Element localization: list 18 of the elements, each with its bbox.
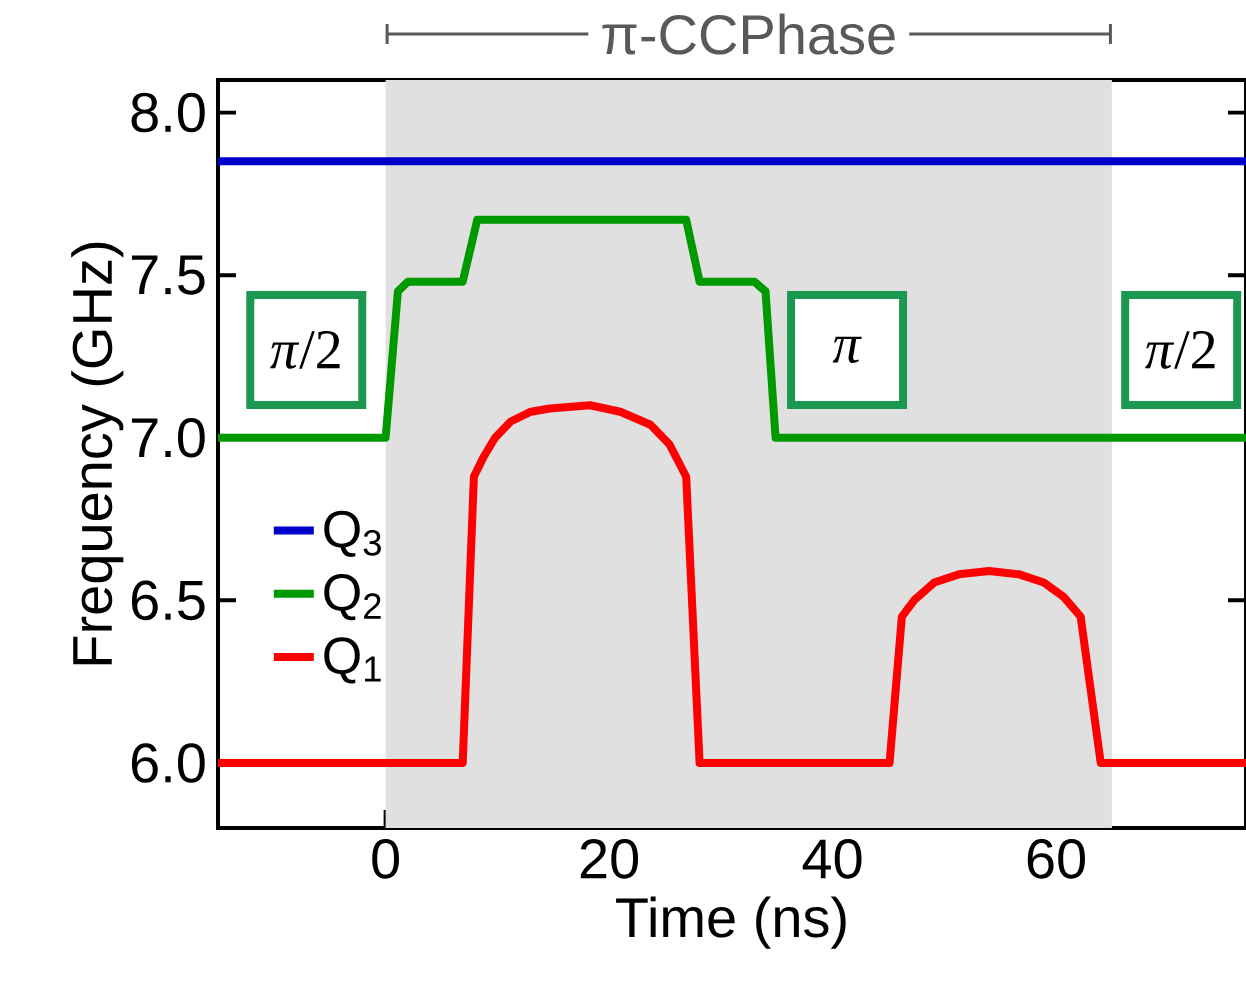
legend-label: Q$_{2}$ (324, 574, 381, 621)
band-label: π-CCPhase (602, 13, 895, 55)
legend-label: Q$_{3}$ (324, 510, 381, 557)
legend-label: Q$_{1}$ (324, 637, 381, 684)
annotation: π (832, 336, 862, 364)
y-tick-label: 6.5 (131, 580, 205, 621)
x-tick-label: 0 (372, 839, 399, 879)
x-tick-label: 60 (1027, 839, 1085, 879)
annotation: π/2 (270, 331, 340, 369)
x-axis-title: Time (ns) (616, 896, 846, 949)
y-tick-label: 6.0 (131, 743, 205, 783)
annotation: π/2 (1145, 331, 1215, 369)
x-tick-label: 20 (580, 839, 639, 879)
y-axis-title: Frequency (GHz) (71, 242, 124, 665)
y-tick-label: 8.0 (131, 92, 205, 133)
y-tick-label: 7.5 (131, 255, 205, 295)
x-tick-label: 40 (802, 839, 862, 879)
y-tick-label: 7.0 (131, 417, 205, 458)
